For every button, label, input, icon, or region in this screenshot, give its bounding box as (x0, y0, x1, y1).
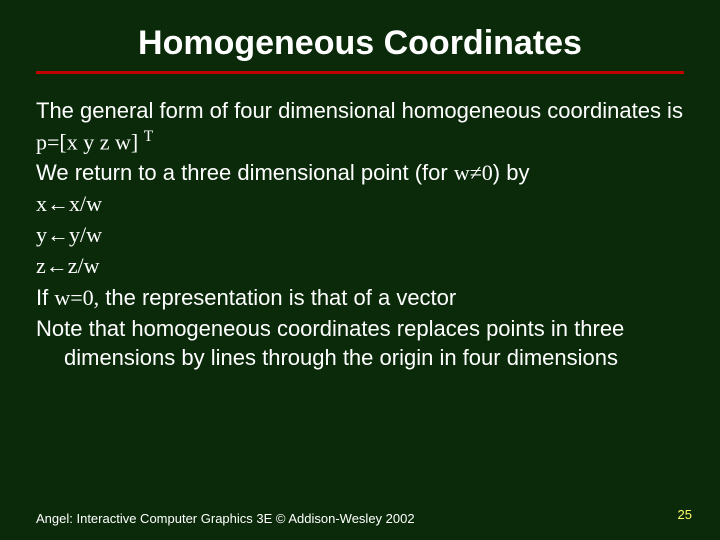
title-underline (36, 71, 684, 74)
body-line-5: y←y/w (36, 220, 684, 249)
body-line-1: The general form of four dimensional hom… (36, 96, 684, 125)
body-line-1a: The general form of four dimensional hom… (36, 98, 541, 123)
body-line-3-post: ) by (493, 160, 530, 185)
body-line-8: Note that homogeneous coordinates replac… (36, 314, 684, 372)
body-line-3-pre: We return to a three dimensional point (… (36, 160, 454, 185)
slide-title: Homogeneous Coordinates (36, 24, 684, 63)
body-line-2-sup: T (144, 128, 153, 145)
body-line-7: If w=0, the representation is that of a … (36, 283, 684, 312)
page-number: 25 (678, 507, 692, 522)
body-line-8a: Note that homogeneous coordinates replac… (36, 316, 568, 341)
body-line-7-pre: If (36, 285, 54, 310)
footer-text: Angel: Interactive Computer Graphics 3E … (36, 511, 415, 526)
body-line-6: z←z/w (36, 251, 684, 280)
body-line-8c: dimensions (507, 345, 618, 370)
body-line-7-post: the representation is that of a vector (99, 285, 456, 310)
body-line-4: x←x/w (36, 189, 684, 218)
body-line-1b: coordinates is (547, 98, 683, 123)
slide: Homogeneous Coordinates The general form… (0, 0, 720, 540)
body-line-3: We return to a three dimensional point (… (36, 158, 684, 187)
body-line-7-math: w=0, (54, 285, 99, 310)
body-line-2-pre: p=[x y z w] (36, 129, 144, 154)
slide-body: The general form of four dimensional hom… (36, 96, 684, 372)
body-line-2: p=[x y z w] T (36, 127, 684, 156)
body-line-3-math: w≠0 (454, 160, 493, 185)
